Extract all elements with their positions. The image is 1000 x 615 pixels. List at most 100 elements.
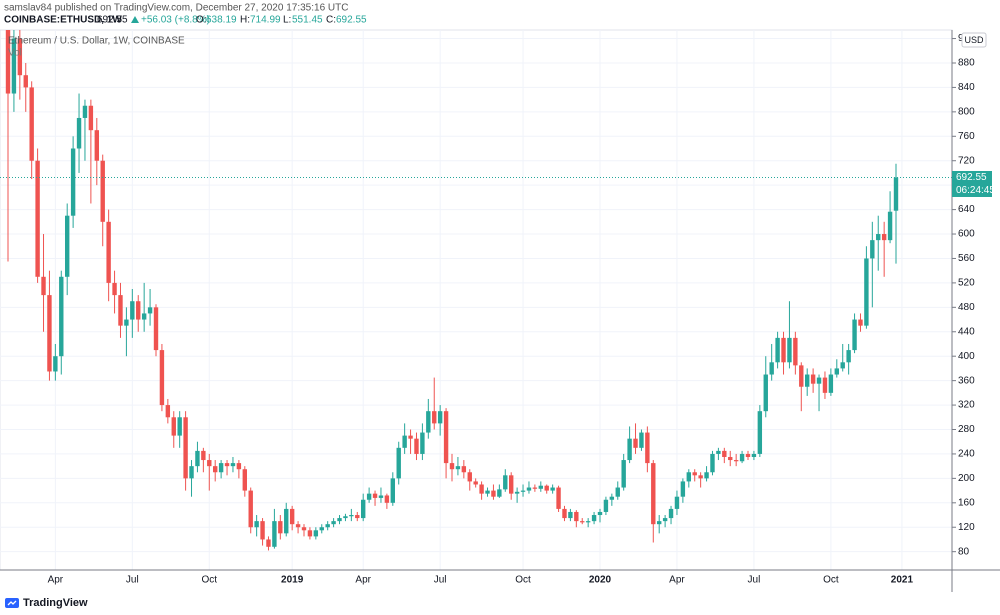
candle-body: [526, 487, 532, 491]
y-tick-label: 440: [958, 326, 975, 337]
candle-body: [858, 319, 863, 326]
candle-body: [745, 453, 751, 457]
candle-body: [603, 499, 609, 512]
candle-body: [35, 160, 40, 277]
countdown: 06:24:45: [956, 185, 995, 196]
candle-body: [183, 417, 188, 479]
candle-body: [881, 234, 887, 241]
candle-body: [692, 472, 697, 476]
candle-body: [218, 463, 224, 473]
candle-body: [739, 453, 745, 462]
candle-body: [615, 487, 620, 497]
candle-body: [793, 337, 798, 366]
open-value: 638.19: [206, 15, 237, 26]
candle-body: [88, 105, 94, 131]
candle-body: [420, 432, 425, 454]
candle-body: [390, 478, 395, 503]
candle-body: [402, 435, 407, 448]
candle-body: [23, 75, 28, 88]
brand-logo: [5, 598, 19, 608]
candle-body: [278, 521, 283, 534]
currency-badge[interactable]: [961, 32, 987, 48]
currency[interactable]: USD: [964, 35, 984, 45]
candle-body: [141, 313, 147, 320]
candle-body: [260, 521, 265, 540]
candle-body: [171, 417, 176, 436]
candle-body: [124, 319, 129, 326]
candle-body: [698, 475, 703, 479]
candle-body: [432, 411, 437, 424]
candle-body: [384, 495, 390, 503]
candle-body: [378, 495, 384, 498]
candle-body: [580, 521, 585, 523]
candle-body: [503, 475, 508, 490]
candle-body: [284, 508, 289, 534]
candle-body: [366, 493, 372, 500]
close-key: C:: [326, 15, 336, 26]
candles: [0, 30, 952, 551]
open-key: O:: [196, 15, 207, 26]
candle-body: [118, 295, 123, 326]
candle-body: [514, 491, 520, 494]
candle-body: [201, 450, 206, 461]
candle-body: [568, 511, 573, 519]
candle-body: [307, 530, 313, 537]
candle-body: [355, 515, 360, 519]
candle-body: [153, 307, 159, 351]
candle-body: [763, 374, 768, 412]
candle-body: [29, 87, 34, 161]
last-price: 692.55: [97, 15, 128, 26]
x-tick-label: 2020: [589, 575, 612, 586]
y-tick-label: 120: [958, 522, 975, 533]
candle-body: [852, 319, 857, 351]
candle-body: [627, 438, 632, 461]
candle-body: [810, 374, 816, 384]
y-tick-label: 200: [958, 473, 975, 484]
candle-body: [408, 435, 413, 439]
candle-body: [532, 487, 538, 489]
grid: [0, 30, 952, 570]
candle-body: [591, 515, 597, 522]
countdown-box: [952, 183, 992, 197]
candle-body: [473, 481, 478, 485]
candle-body: [319, 527, 324, 531]
high-key: H:: [240, 15, 250, 26]
candle-body: [106, 221, 111, 283]
candle-body: [710, 453, 715, 473]
candle-body: [805, 374, 810, 387]
y-tick-label: 840: [958, 82, 975, 93]
candle-body: [65, 215, 70, 277]
y-tick-label: 480: [958, 302, 975, 313]
candle-body: [224, 463, 230, 467]
candle-body: [651, 463, 656, 525]
publisher: samslav84 published on TradingView.com, …: [4, 3, 348, 14]
candle-body: [295, 524, 301, 528]
last-price-box: [952, 170, 992, 184]
candle-body: [846, 350, 851, 363]
low-key: L:: [283, 15, 291, 26]
x-tick-label: Oct: [823, 575, 839, 586]
candle-body: [76, 117, 82, 149]
y-tick-label: 720: [958, 155, 975, 166]
y-tick-label: 80: [958, 546, 970, 557]
candle-body: [301, 527, 307, 531]
brand: TradingView: [23, 597, 88, 609]
low-value: 551.45: [292, 15, 323, 26]
candle-body: [893, 177, 899, 211]
candle-body: [272, 521, 277, 547]
candle-body: [538, 485, 543, 489]
candle-body: [787, 337, 792, 363]
y-tick-label: 360: [958, 375, 975, 386]
candle-body: [230, 463, 236, 467]
x-tick-label: Apr: [355, 575, 371, 586]
candle-body: [41, 276, 46, 296]
candle-body: [165, 405, 171, 418]
y-tick-label: 600: [958, 229, 975, 240]
close-value: 692.55: [336, 15, 367, 26]
candle-body: [781, 337, 786, 363]
candle-body: [509, 475, 514, 494]
candle-body: [751, 453, 757, 457]
candle-body: [437, 411, 443, 424]
y-tick-label: 320: [958, 400, 975, 411]
candle-body: [686, 472, 691, 482]
